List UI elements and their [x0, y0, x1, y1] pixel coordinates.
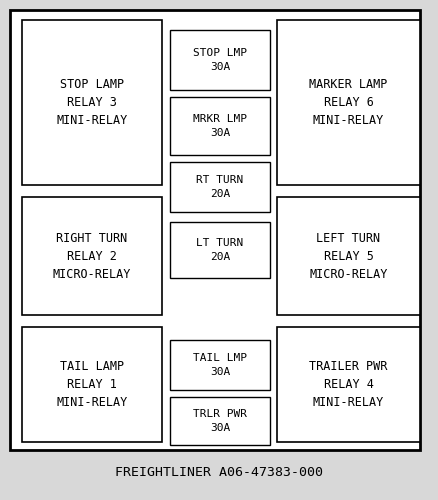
- Text: TAIL LMP
30A: TAIL LMP 30A: [193, 353, 247, 377]
- Bar: [170, 30, 269, 90]
- Bar: [276, 20, 419, 185]
- Bar: [170, 340, 269, 390]
- Bar: [276, 327, 419, 442]
- Bar: [170, 222, 269, 278]
- Text: LEFT TURN
RELAY 5
MICRO-RELAY: LEFT TURN RELAY 5 MICRO-RELAY: [309, 232, 387, 280]
- Bar: [22, 327, 162, 442]
- Text: TRLR PWR
30A: TRLR PWR 30A: [193, 409, 247, 433]
- Text: MARKER LAMP
RELAY 6
MINI-RELAY: MARKER LAMP RELAY 6 MINI-RELAY: [309, 78, 387, 127]
- Text: RIGHT TURN
RELAY 2
MICRO-RELAY: RIGHT TURN RELAY 2 MICRO-RELAY: [53, 232, 131, 280]
- Text: TAIL LAMP
RELAY 1
MINI-RELAY: TAIL LAMP RELAY 1 MINI-RELAY: [56, 360, 127, 409]
- Bar: [170, 397, 269, 445]
- Text: MRKR LMP
30A: MRKR LMP 30A: [193, 114, 247, 138]
- Bar: [170, 162, 269, 212]
- Text: STOP LAMP
RELAY 3
MINI-RELAY: STOP LAMP RELAY 3 MINI-RELAY: [56, 78, 127, 127]
- Bar: [22, 20, 162, 185]
- Bar: [22, 197, 162, 315]
- Bar: [10, 10, 419, 450]
- Bar: [170, 97, 269, 155]
- Text: LT TURN
20A: LT TURN 20A: [196, 238, 243, 262]
- Text: FREIGHTLINER A06-47383-000: FREIGHTLINER A06-47383-000: [115, 466, 323, 478]
- Text: TRAILER PWR
RELAY 4
MINI-RELAY: TRAILER PWR RELAY 4 MINI-RELAY: [309, 360, 387, 409]
- Text: STOP LMP
30A: STOP LMP 30A: [193, 48, 247, 72]
- Bar: [276, 197, 419, 315]
- Text: RT TURN
20A: RT TURN 20A: [196, 175, 243, 199]
